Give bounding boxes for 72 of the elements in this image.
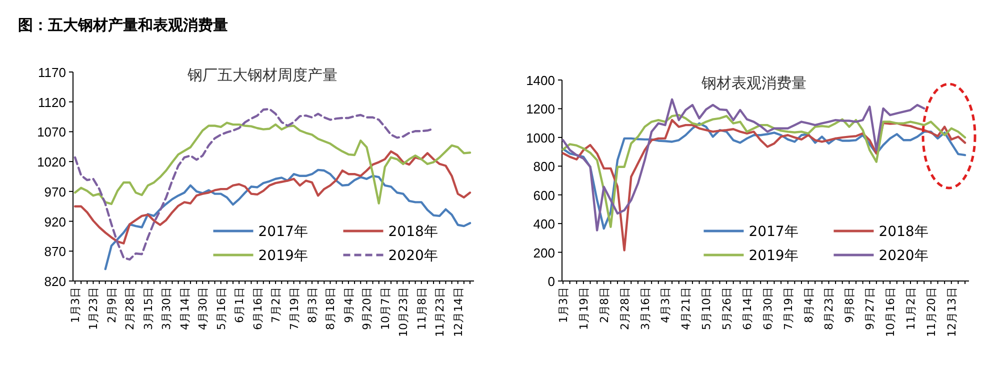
- x-tick-label: 11月2日: [904, 287, 918, 330]
- x-tick-label: 11月8日: [415, 287, 428, 330]
- legend-label: 2020年: [878, 248, 928, 264]
- x-tick-label: 2月28日: [618, 287, 632, 330]
- legend-label: 2020年: [388, 248, 438, 264]
- x-tick-label: 4月3日: [659, 287, 672, 323]
- x-tick-label: 8月4日: [802, 287, 816, 323]
- text: 图：五大钢材产量和表观消费量: [18, 16, 228, 34]
- x-tick-label: 3月16日: [638, 287, 652, 330]
- y-tick-label: 1070: [37, 124, 66, 140]
- x-tick-label: 11月20日: [924, 287, 938, 337]
- legend-label: 2019年: [748, 248, 798, 264]
- x-tick-label: 4月14日: [178, 287, 192, 330]
- x-tick-label: 10月16日: [884, 287, 898, 337]
- legend-label: 2017年: [748, 224, 798, 240]
- x-tick-label: 1月3日: [69, 287, 82, 323]
- x-tick-label: 4月21日: [680, 287, 693, 330]
- x-tick-label: 6月16日: [251, 287, 264, 330]
- x-tick-label: 5月16日: [214, 287, 228, 330]
- x-tick-label: 8月18日: [324, 287, 338, 330]
- x-tick-label: 5月26日: [720, 287, 734, 330]
- x-tick-label: 9月4日: [342, 287, 356, 323]
- x-tick-label: 1月23日: [87, 287, 100, 330]
- y-tick-label: 1020: [37, 154, 66, 170]
- x-tick-label: 6月30日: [761, 287, 774, 330]
- line-series: [104, 168, 472, 270]
- line-series: [74, 122, 472, 206]
- x-tick-label: 2月28日: [124, 287, 137, 330]
- x-tick-label: 6月1日: [233, 287, 246, 323]
- x-tick-label: 9月20日: [360, 287, 374, 330]
- x-tick-label: 10月7日: [378, 287, 392, 330]
- x-tick-label: 3月15日: [142, 287, 155, 330]
- x-tick-label: 2月8日: [598, 287, 611, 323]
- y-tick-label: 800: [533, 159, 555, 174]
- y-tick-label: 1120: [38, 94, 66, 110]
- line-series: [74, 150, 472, 244]
- y-tick-label: 600: [533, 188, 555, 203]
- x-tick-label: 12月14日: [452, 287, 465, 337]
- x-tick-label: 3月30日: [160, 287, 174, 330]
- x-tick-label: 7月2日: [270, 287, 283, 323]
- y-tick-label: 920: [44, 214, 66, 230]
- chart-title: 钢厂五大钢材周度产量: [186, 66, 338, 84]
- x-tick-label: 2月9日: [105, 287, 118, 323]
- x-tick-label: 8月23日: [822, 287, 836, 330]
- y-tick-label: 400: [533, 216, 555, 232]
- x-tick-label: 9月8日: [843, 287, 856, 323]
- x-tick-label: 7月19日: [288, 287, 301, 330]
- legend-label: 2017年: [258, 224, 308, 240]
- y-tick-label: 0: [548, 274, 555, 289]
- y-tick-label: 1170: [38, 65, 66, 80]
- y-tick-label: 870: [44, 244, 66, 260]
- y-tick-label: 1200: [526, 102, 555, 117]
- x-tick-label: 6月14日: [740, 287, 754, 330]
- x-tick-label: 5月10日: [700, 287, 714, 330]
- legend-label: 2019年: [258, 248, 308, 264]
- x-tick-label: 11月23日: [434, 287, 447, 337]
- chart-title: 钢材表观消费量: [700, 74, 806, 92]
- x-tick-label: 12月13日: [945, 287, 958, 337]
- y-tick-label: 970: [44, 184, 66, 200]
- y-tick-label: 1400: [526, 73, 555, 88]
- x-tick-label: 9月27日: [864, 287, 877, 330]
- x-tick-label: 4月30日: [196, 287, 210, 330]
- y-tick-label: 1000: [526, 130, 555, 146]
- x-tick-label: 8月3日: [306, 287, 319, 323]
- y-tick-label: 200: [533, 245, 555, 260]
- x-tick-label: 1月19日: [577, 287, 590, 330]
- legend-label: 2018年: [878, 224, 928, 240]
- x-tick-label: 1月3日: [557, 287, 570, 323]
- x-tick-label: 7月19日: [782, 287, 795, 330]
- y-tick-label: 820: [44, 274, 66, 289]
- x-tick-label: 10月23日: [397, 287, 410, 337]
- legend-label: 2018年: [388, 224, 438, 240]
